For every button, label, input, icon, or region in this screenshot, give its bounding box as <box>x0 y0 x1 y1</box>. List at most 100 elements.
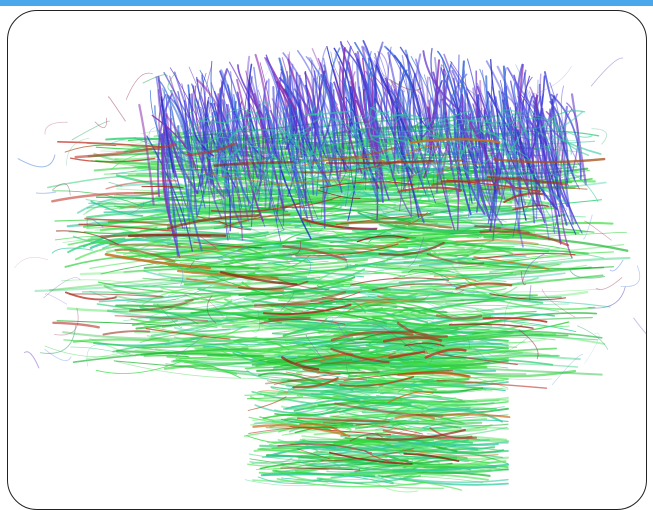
fiber-strand <box>425 302 465 321</box>
fiber-strand <box>520 271 527 286</box>
fiber-strand <box>139 306 274 317</box>
fiber-strand <box>408 118 434 132</box>
fiber-strand <box>388 350 426 359</box>
fiber-strand <box>238 280 309 291</box>
fiber-strand <box>382 287 487 298</box>
fiber-strand <box>339 326 442 334</box>
fiber-strand <box>401 269 451 274</box>
fiber-strand <box>160 131 186 230</box>
fiber-strand <box>24 351 40 369</box>
fiber-strand <box>410 378 509 384</box>
fiber-strand <box>188 99 195 114</box>
fiber-strand <box>213 139 234 158</box>
image-frame <box>7 10 647 510</box>
fiber-strand <box>259 391 327 398</box>
fiber-strand <box>389 78 422 91</box>
fiber-strand <box>297 456 342 469</box>
fiber-strand <box>317 301 350 322</box>
fiber-strand <box>395 212 428 226</box>
fiber-strand <box>297 153 329 185</box>
tractography-image <box>14 40 646 493</box>
fiber-strand <box>211 127 252 134</box>
fiber-strand <box>333 81 346 136</box>
fiber-strand <box>423 312 555 326</box>
fiber-strand <box>464 122 479 140</box>
fiber-strand <box>391 426 488 433</box>
fiber-strand <box>84 217 174 226</box>
fiber-strand <box>166 198 222 213</box>
fiber-strand <box>570 93 587 186</box>
fiber-strand <box>489 293 567 301</box>
fiber-strand <box>541 223 561 230</box>
fiber-strand <box>427 264 588 280</box>
fiber-strand <box>491 179 498 203</box>
fiber-strand <box>278 106 308 225</box>
fiber-strand <box>508 129 522 152</box>
fiber-strand <box>377 450 504 459</box>
fiber-strand <box>428 59 441 157</box>
fiber-strand <box>296 237 398 253</box>
fiber-strand <box>351 71 369 142</box>
fiber-strand <box>409 372 469 377</box>
fiber-strand <box>35 191 57 194</box>
fiber-strand <box>529 138 555 176</box>
fiber-strand <box>257 390 289 393</box>
fiber-strand <box>416 162 440 204</box>
fiber-strand <box>377 295 426 301</box>
fiber-strand <box>287 153 302 165</box>
fiber-strand <box>242 133 276 145</box>
fiber-strand <box>271 122 292 147</box>
fiber-strand <box>394 68 406 156</box>
fiber-strand <box>157 79 178 147</box>
fiber-strand <box>114 248 176 263</box>
fiber-strand <box>146 135 193 252</box>
fiber-strand <box>520 170 543 182</box>
fiber-strand <box>113 360 250 373</box>
fiber-strand <box>392 82 403 107</box>
fiber-strand <box>247 396 287 411</box>
fiber-strand <box>412 73 429 129</box>
fiber-strand <box>380 263 560 269</box>
fiber-strand <box>436 75 449 193</box>
fiber-strand <box>351 349 409 362</box>
fiber-strand <box>334 402 444 417</box>
fiber-strand <box>322 422 424 435</box>
fiber-strand <box>320 352 396 364</box>
fiber-strand <box>257 340 301 345</box>
fiber-strand <box>166 95 193 171</box>
fiber-strand <box>196 325 246 342</box>
fiber-strand <box>311 104 324 116</box>
fiber-strand <box>108 96 126 122</box>
fiber-strand <box>215 125 230 164</box>
fiber-strand <box>479 99 495 197</box>
fiber-strand <box>458 179 491 217</box>
fiber-strand <box>344 178 388 218</box>
fiber-strand <box>259 62 278 148</box>
fiber-strand <box>278 118 297 154</box>
fiber-strand <box>354 422 462 430</box>
fiber-strand <box>173 325 248 333</box>
fiber-strand <box>332 230 416 247</box>
fiber-strand <box>403 452 460 462</box>
fiber-strand <box>399 477 509 484</box>
fiber-strand <box>450 335 470 350</box>
fiber-strand <box>98 191 273 207</box>
fiber-strand <box>244 479 338 487</box>
fiber-strand <box>128 299 194 312</box>
fiber-strand <box>455 239 539 246</box>
fiber-strand <box>426 253 485 265</box>
fiber-strand <box>214 132 222 161</box>
fiber-strand <box>383 340 474 347</box>
fiber-strand <box>341 252 349 270</box>
fiber-strand <box>45 293 68 305</box>
fiber-strand <box>69 157 156 163</box>
fiber-strand <box>283 184 302 203</box>
fiber-strand <box>209 191 222 206</box>
fiber-strand <box>296 417 390 423</box>
fiber-strand <box>462 117 470 138</box>
fiber-strand <box>281 356 320 371</box>
fiber-strand <box>252 424 351 438</box>
fiber-strand <box>387 310 537 317</box>
fiber-strand <box>355 99 379 221</box>
fiber-strand <box>433 288 464 294</box>
